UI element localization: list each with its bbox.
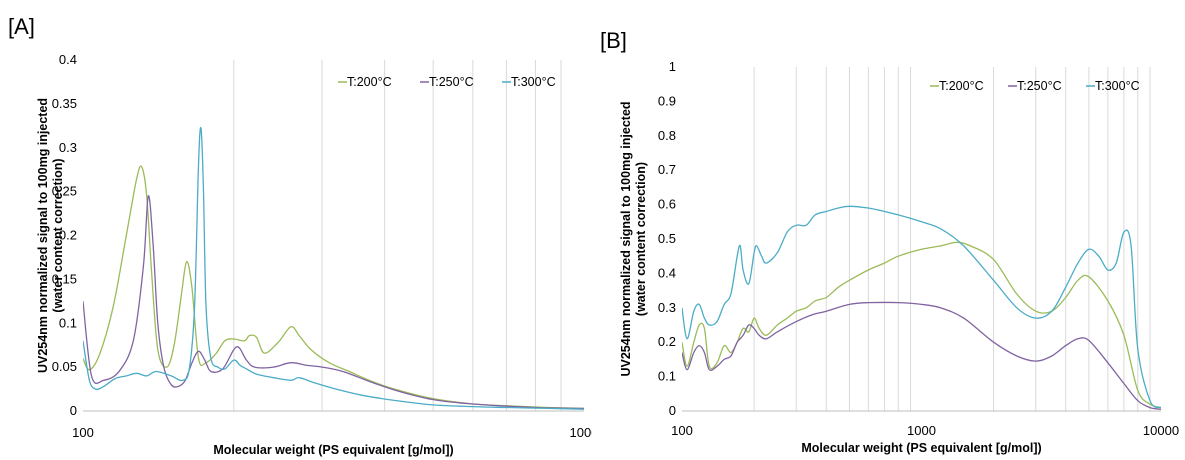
y-tick-label: 0.7 xyxy=(658,162,676,177)
legend-label: T:200°C xyxy=(939,79,984,93)
y-tick-label: 0.6 xyxy=(658,197,676,212)
series-line-250c xyxy=(682,301,1161,410)
series-line-250c xyxy=(83,195,584,410)
legend-label: T:250°C xyxy=(429,75,474,89)
panel-label-b: [B] xyxy=(600,28,627,53)
x-tick-label: 100 xyxy=(72,425,94,440)
chart-panel-b: [B] 0 0.1 0.2 0.3 0.4 0.5 0.6 0.7 0.8 0.9 1 100 1000 1… xyxy=(592,0,1185,460)
x-axis-title: Molecular weight (PS equivalent [g/mol]) xyxy=(213,443,453,457)
y-tick-label: 0 xyxy=(70,403,77,418)
y-tick-label: 0.1 xyxy=(59,315,77,330)
y-tick-label: 0.8 xyxy=(658,128,676,143)
series-line-200c xyxy=(682,241,1161,409)
x-tick-label: 10000 xyxy=(1143,423,1179,438)
x-axis-title: Molecular weight (PS equivalent [g/mol]) xyxy=(801,441,1041,455)
y-tick-label: 0.2 xyxy=(59,228,77,243)
y-tick-label: 0.4 xyxy=(658,265,676,280)
y-axis-title-line2: (water content correction) xyxy=(51,158,65,312)
legend-label: T:300°C xyxy=(511,75,556,89)
legend-label: T:300°C xyxy=(1095,79,1140,93)
series-group-a xyxy=(83,126,584,410)
y-tick-label: 0 xyxy=(669,403,676,418)
y-tick-label: 0.05 xyxy=(52,359,77,374)
y-axis-title-line1: UV254nm normalized signal to 100mg injec… xyxy=(36,98,50,373)
chart-a-svg: [A] 0 0.05 0.1 0.15 0.2 0.25 0.3 0.35 0.4 100 1000 M… xyxy=(8,14,592,457)
y-tick-label: 0.2 xyxy=(658,334,676,349)
y-tick-label: 0.25 xyxy=(52,184,77,199)
y-tick-label: 0.4 xyxy=(59,52,77,67)
y-tick-label: 0.3 xyxy=(59,140,77,155)
series-line-300c xyxy=(83,126,584,410)
series-line-300c xyxy=(682,205,1161,409)
x-tick-label: 1000 xyxy=(570,425,592,440)
y-tick-label: 1 xyxy=(669,59,676,74)
legend-a: T:200°C T:250°C T:300°C xyxy=(338,75,556,89)
y-tick-label: 0.9 xyxy=(658,93,676,108)
y-axis-title-line2: (water content correction) xyxy=(634,162,648,316)
y-tick-label: 0.5 xyxy=(658,231,676,246)
y-axis-title-line1: UV254nm normalized signal to 100mg injec… xyxy=(619,101,633,376)
gridlines-a xyxy=(233,60,562,411)
y-tick-label: 0.15 xyxy=(52,271,77,286)
legend-label: T:250°C xyxy=(1017,79,1062,93)
series-line-200c xyxy=(83,165,584,410)
x-tick-label: 100 xyxy=(671,423,693,438)
gridlines-b xyxy=(753,67,1151,411)
legend-label: T:200°C xyxy=(347,75,392,89)
y-tick-label: 0.35 xyxy=(52,96,77,111)
chart-b-svg: [B] 0 0.1 0.2 0.3 0.4 0.5 0.6 0.7 0.8 0.9 1 100 1000 1… xyxy=(600,28,1179,455)
panel-label-a: [A] xyxy=(8,14,35,39)
legend-b: T:200°C T:250°C T:300°C xyxy=(930,79,1140,93)
chart-panel-a: [A] 0 0.05 0.1 0.15 0.2 0.25 0.3 0.35 0.4 100 1000 M… xyxy=(0,0,592,460)
y-tick-label: 0.1 xyxy=(658,369,676,384)
series-group-b xyxy=(682,205,1161,410)
y-tick-label: 0.3 xyxy=(658,300,676,315)
x-tick-label: 1000 xyxy=(907,423,936,438)
